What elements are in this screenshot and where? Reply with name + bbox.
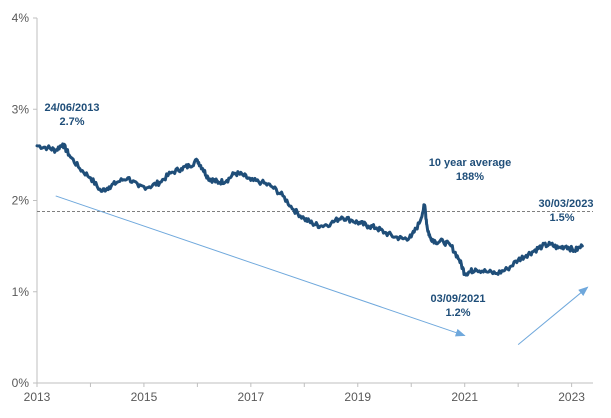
y-tick-label: 0% [12, 376, 30, 390]
downtrend-arrow [55, 195, 466, 337]
y-tick-label: 4% [12, 11, 30, 25]
trend-arrows [55, 195, 589, 346]
annotation-peak-value: 2.7% [59, 116, 84, 128]
y-tick-label: 3% [12, 102, 30, 116]
series-line-yield [35, 142, 584, 277]
x-tick-label: 2021 [451, 390, 478, 404]
uptrend-arrow [517, 286, 589, 346]
y-tick-label: 1% [12, 285, 30, 299]
series [35, 142, 584, 277]
annotation-average-value: 188% [456, 171, 484, 183]
annotation-latest-value: 1.5% [549, 212, 574, 224]
y-tick-label: 2% [12, 194, 30, 208]
x-tick-label: 2015 [131, 390, 158, 404]
annotation-latest-date: 30/03/2023 [538, 198, 593, 210]
annotations: 24/06/2013 2.7% 10 year average 188% 30/… [44, 102, 593, 319]
x-tick-label: 2023 [558, 390, 585, 404]
axes: 0% 1% 2% 3% 4% 2013 2015 2017 2019 2021 2023 [12, 11, 593, 404]
annotation-low-value: 1.2% [445, 307, 470, 319]
x-tick-label: 2013 [24, 390, 51, 404]
annotation-low-date: 03/09/2021 [430, 293, 485, 305]
annotation-average-label: 10 year average [429, 157, 512, 169]
annotation-peak-date: 24/06/2013 [44, 102, 99, 114]
x-tick-label: 2017 [237, 390, 264, 404]
x-tick-label: 2019 [344, 390, 371, 404]
